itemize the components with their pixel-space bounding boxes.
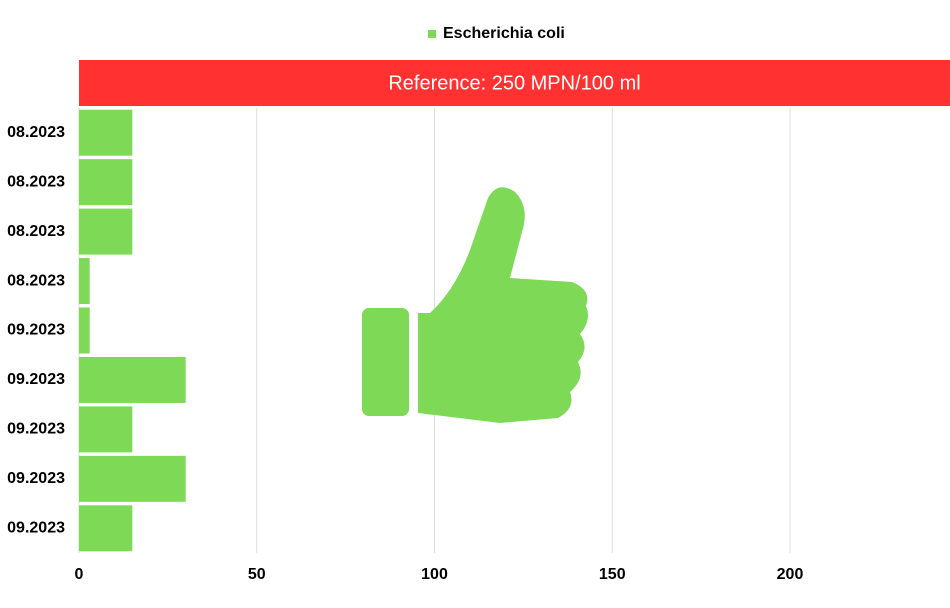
bar [79,406,133,453]
y-tick-label: 08.2023 [7,272,65,289]
bar [79,258,90,305]
y-tick-label: 08.2023 [7,124,65,141]
bar [79,356,186,403]
y-tick-label: 09.2023 [7,470,65,487]
y-tick-label: 08.2023 [7,173,65,190]
y-tick-label: 09.2023 [7,421,65,438]
bar [79,455,186,502]
bar [79,208,133,255]
x-tick-label: 50 [248,566,266,583]
y-tick-label: 09.2023 [7,519,65,536]
legend-label: Escherichia coli [443,25,565,42]
bar [79,505,133,552]
x-tick-label: 200 [777,566,804,583]
x-tick-label: 0 [75,566,84,583]
bar [79,307,90,354]
y-tick-label: 09.2023 [7,371,65,388]
x-tick-label: 100 [421,566,448,583]
reference-label: Reference: 250 MPN/100 ml [388,72,640,94]
bar [79,109,133,156]
y-tick-label: 08.2023 [7,223,65,240]
legend-swatch [428,30,436,38]
thumbs-up-icon [362,187,588,423]
reference-band [79,60,950,106]
bar [79,159,133,206]
x-tick-label: 150 [599,566,626,583]
y-tick-label: 09.2023 [7,322,65,339]
